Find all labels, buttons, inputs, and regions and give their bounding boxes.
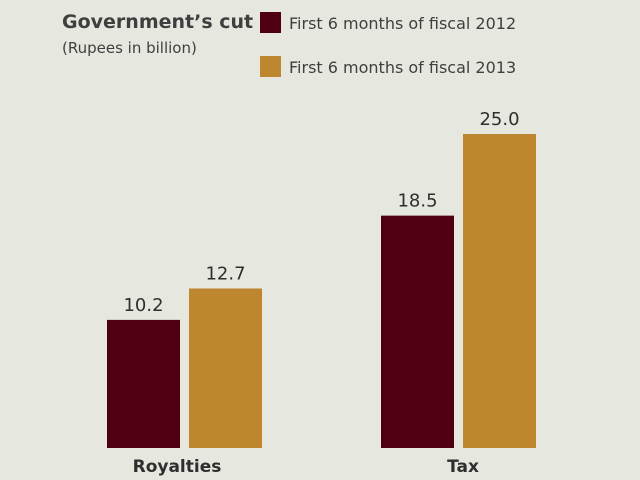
legend-label-2012: First 6 months of fiscal 2012 (289, 14, 516, 33)
value-label-royalties-2012: 10.2 (123, 295, 163, 316)
bar-royalties-2013 (189, 288, 262, 448)
chart-subtitle: (Rupees in billion) (62, 39, 197, 57)
value-label-tax-2012: 18.5 (397, 191, 437, 212)
bar-tax-2013 (463, 134, 536, 448)
legend-label-2013: First 6 months of fiscal 2013 (289, 58, 516, 77)
bar-royalties-2012 (107, 319, 180, 448)
bar-tax-2012 (381, 215, 454, 448)
legend-swatch-2012 (260, 12, 281, 33)
bars-group: 10.2 12.7 18.5 25.0 (107, 109, 536, 448)
legend-swatch-2013 (260, 56, 281, 77)
chart-title: Government’s cut (62, 11, 253, 33)
value-label-royalties-2013: 12.7 (205, 263, 245, 284)
category-label-tax: Tax (447, 457, 479, 477)
value-label-tax-2013: 25.0 (479, 109, 519, 130)
category-label-royalties: Royalties (133, 457, 222, 477)
